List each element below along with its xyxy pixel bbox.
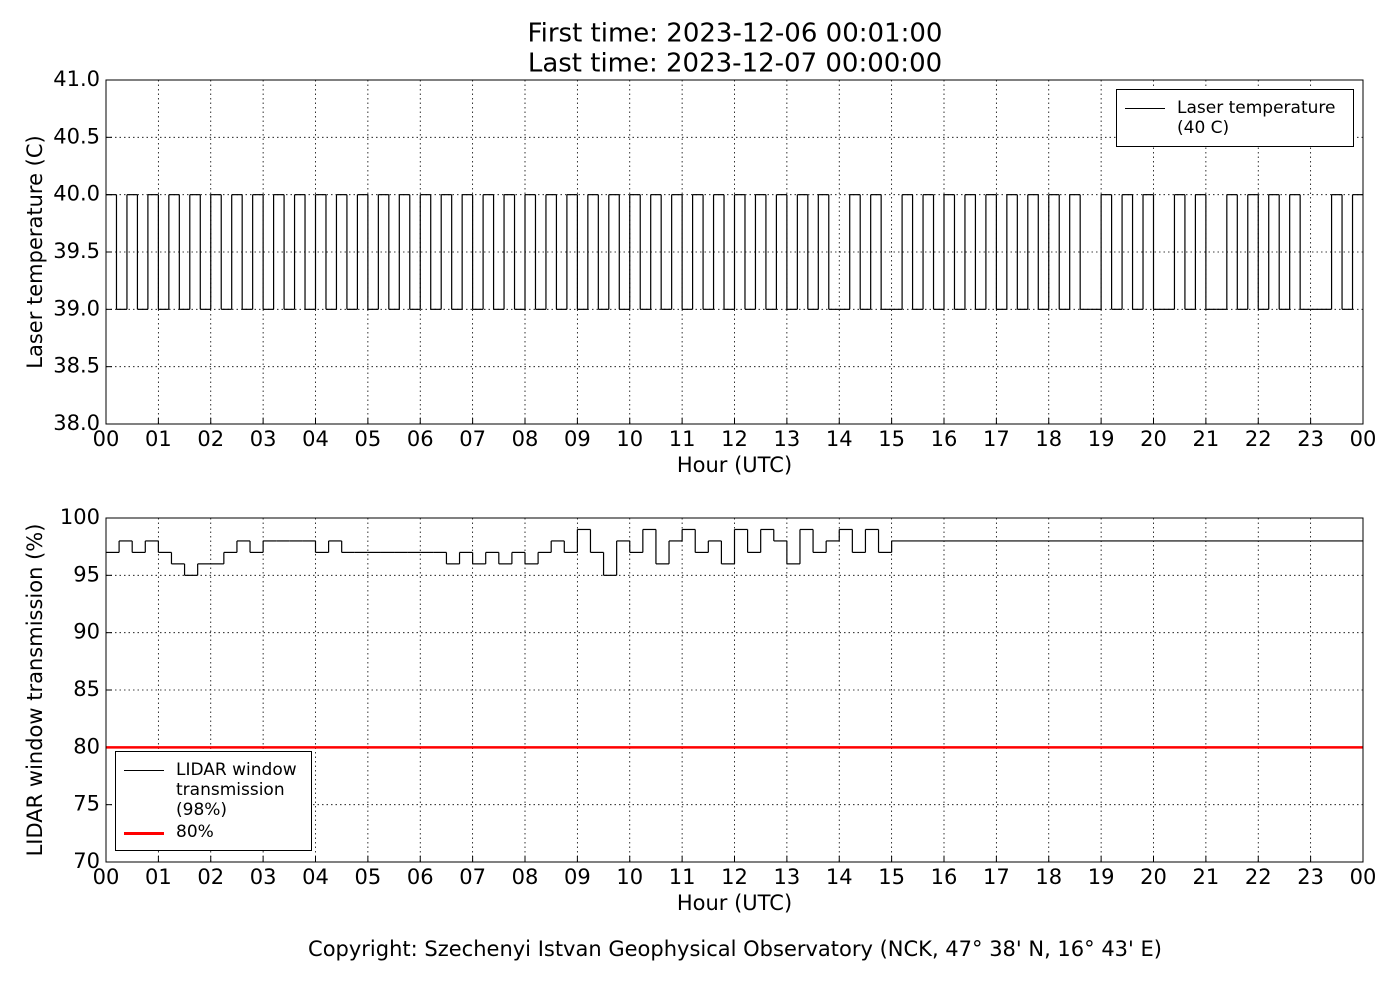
- x-axis-label: Hour (UTC): [677, 891, 792, 915]
- y-tick-label: 39.0: [53, 296, 100, 320]
- y-axis-label: LIDAR window transmission (%): [23, 524, 47, 857]
- legend-label: Laser temperature (40 C): [1177, 98, 1336, 138]
- y-tick-label: 85: [73, 677, 100, 701]
- x-tick-label: 07: [459, 427, 486, 451]
- x-tick-label: 14: [826, 865, 853, 889]
- x-tick-label: 17: [983, 427, 1010, 451]
- x-tick-label: 01: [145, 427, 172, 451]
- x-tick-label: 16: [931, 865, 958, 889]
- x-tick-label: 00: [93, 865, 120, 889]
- footer: Copyright: Szechenyi Istvan Geophysical …: [308, 937, 1162, 961]
- series: [106, 528, 1363, 576]
- plot: 70 75 80 85 90 95 100 00 01 02 03 04 05 06 07 08 09 10 11 1…: [23, 505, 1376, 915]
- legend-swatch: [124, 832, 164, 835]
- legend-entry: Laser temperature (40 C): [1125, 98, 1345, 138]
- y-axis-label: Laser temperature (C): [23, 135, 47, 368]
- x-tick-label: 03: [250, 865, 277, 889]
- y-tick-label: 90: [73, 620, 100, 644]
- y-tick-label: 38.5: [53, 354, 100, 378]
- x-tick-label: 00: [1350, 427, 1377, 451]
- x-tick-label: 13: [774, 865, 801, 889]
- y-tick-label: 39.5: [53, 239, 100, 263]
- x-tick-label: 20: [1140, 427, 1167, 451]
- y-tick-label: 80: [73, 734, 100, 758]
- x-tick-label: 23: [1297, 865, 1324, 889]
- legend-swatch: [124, 770, 164, 771]
- x-tick-label: 16: [931, 427, 958, 451]
- x-tick-label: 00: [93, 427, 120, 451]
- y-tick-label: 41.0: [53, 67, 100, 91]
- title-line: First time: 2023-12-06 00:01:00: [528, 19, 943, 49]
- x-tick-label: 04: [302, 865, 329, 889]
- x-tick-label: 19: [1088, 427, 1115, 451]
- x-tick-label: 05: [355, 865, 382, 889]
- x-tick-label: 14: [826, 427, 853, 451]
- y-tick-label: 75: [73, 792, 100, 816]
- legend: LIDAR window transmission (98%) 80%: [115, 751, 312, 851]
- x-tick-label: 19: [1088, 865, 1115, 889]
- x-tick-label: 08: [512, 865, 539, 889]
- x-tick-label: 09: [564, 865, 591, 889]
- plot-frame: [105, 79, 1364, 425]
- x-tick-label: 08: [512, 427, 539, 451]
- x-tick-label: 21: [1193, 865, 1220, 889]
- x-tick-label: 06: [407, 427, 434, 451]
- y-tick-label: 70: [73, 849, 100, 873]
- x-tick-label: 09: [564, 427, 591, 451]
- x-tick-label: 15: [878, 427, 905, 451]
- legend-label: 80%: [176, 822, 214, 842]
- x-tick-label: 18: [1035, 865, 1062, 889]
- x-tick-label: 22: [1245, 427, 1272, 451]
- x-tick-label: 10: [616, 427, 643, 451]
- legend-key: [124, 760, 164, 780]
- title-line: Last time: 2023-12-07 00:00:00: [528, 49, 942, 79]
- y-tick-label: 100: [60, 505, 100, 529]
- x-tick-label: 02: [197, 865, 224, 889]
- x-tick-label: 12: [721, 865, 748, 889]
- x-tick-label: 00: [1350, 865, 1377, 889]
- x-tick-label: 18: [1035, 427, 1062, 451]
- x-tick-label: 03: [250, 427, 277, 451]
- y-tick-label: 95: [73, 562, 100, 586]
- x-tick-label: 11: [669, 865, 696, 889]
- x-tick-label: 07: [459, 865, 486, 889]
- x-tick-label: 13: [774, 427, 801, 451]
- x-tick-label: 02: [197, 427, 224, 451]
- legend-key: [124, 822, 164, 842]
- x-tick-label: 20: [1140, 865, 1167, 889]
- x-tick-label: 22: [1245, 865, 1272, 889]
- legend-swatch: [1125, 108, 1165, 109]
- legend-entry: LIDAR window transmission (98%): [124, 760, 303, 820]
- x-tick-label: 21: [1193, 427, 1220, 451]
- x-tick-label: 23: [1297, 427, 1324, 451]
- legend: Laser temperature (40 C): [1116, 89, 1354, 147]
- y-tick-label: 40.5: [53, 124, 100, 148]
- x-tick-label: 17: [983, 865, 1010, 889]
- legend-label: LIDAR window transmission (98%): [176, 760, 297, 820]
- x-tick-label: 12: [721, 427, 748, 451]
- x-tick-label: 15: [878, 865, 905, 889]
- x-axis-label: Hour (UTC): [677, 453, 792, 477]
- y-tick-label: 38.0: [53, 411, 100, 435]
- x-tick-label: 11: [669, 427, 696, 451]
- x-tick-label: 01: [145, 865, 172, 889]
- legend-entry: 80%: [124, 822, 303, 842]
- x-tick-label: 06: [407, 865, 434, 889]
- legend-key: [1125, 98, 1165, 118]
- x-tick-label: 05: [355, 427, 382, 451]
- y-tick-label: 40.0: [53, 182, 100, 206]
- series: [106, 194, 1363, 310]
- x-tick-label: 10: [616, 865, 643, 889]
- x-tick-label: 04: [302, 427, 329, 451]
- plot-frame: [105, 517, 1364, 863]
- plot: 38.0 38.5 39.0 39.5 40.0 40.5 41.0 00 01 02 03 04 05…: [23, 67, 1376, 477]
